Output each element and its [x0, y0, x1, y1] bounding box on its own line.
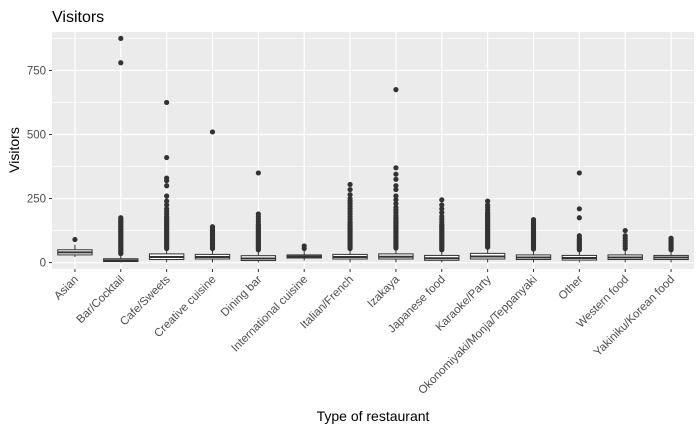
outlier-point: [347, 192, 353, 198]
outlier-point: [439, 213, 445, 220]
box-12: [561, 170, 598, 263]
outlier-point: [164, 154, 170, 161]
outlier-point: [439, 206, 445, 212]
y-tick-label: 500: [27, 129, 46, 141]
outlier-point: [439, 210, 445, 216]
outlier-point: [164, 99, 170, 106]
outlier-point: [485, 202, 491, 208]
y-tick-label: 0: [40, 258, 46, 270]
outlier-point: [255, 170, 261, 176]
box-6: [286, 243, 322, 261]
outlier-point: [393, 87, 399, 93]
outlier-point: [576, 170, 582, 176]
x-tick-label: Yakiniku/Korean food: [592, 274, 677, 359]
x-tick-label: International cuisine: [230, 274, 311, 355]
outlier-point: [209, 129, 216, 135]
box-10: [469, 198, 506, 263]
box-11: [515, 216, 552, 263]
outlier-point: [209, 224, 216, 230]
box-13: [607, 227, 643, 263]
outlier-point: [393, 186, 399, 193]
x-tick-label: Other: [557, 274, 586, 303]
chart-title: Visitors: [52, 9, 104, 26]
outlier-point: [347, 181, 353, 188]
box-2: [103, 35, 139, 263]
grid-lines: [52, 32, 694, 269]
outlier-point: [164, 202, 170, 208]
x-tick-label: Asian: [52, 274, 81, 303]
outlier-point: [439, 202, 445, 208]
outlier-point: [622, 227, 628, 234]
outlier-point: [164, 198, 170, 204]
y-tick-label: 750: [27, 65, 46, 77]
outlier-point: [164, 183, 170, 189]
box-14: [653, 235, 689, 263]
box-series: [57, 35, 689, 263]
y-axis-title: Visitors: [6, 127, 22, 173]
outlier-point: [393, 197, 399, 203]
outlier-point: [347, 186, 353, 193]
box-3: [148, 99, 185, 263]
outlier-point: [393, 176, 399, 182]
outlier-point: [393, 201, 399, 207]
outlier-point: [530, 216, 537, 223]
outlier-point: [439, 197, 445, 203]
outlier-point: [301, 243, 307, 249]
outlier-point: [164, 206, 170, 212]
box-8: [378, 87, 414, 263]
outlier-point: [118, 60, 124, 66]
outlier-point: [164, 175, 170, 181]
box-1: [57, 236, 93, 257]
x-tick-label: Izakaya: [366, 273, 403, 310]
box-9: [424, 197, 460, 263]
outlier-point: [576, 233, 582, 239]
outlier-point: [393, 204, 399, 211]
outlier-point: [118, 35, 124, 42]
outlier-point: [622, 233, 628, 239]
y-axis: 0 250 500 750: [27, 65, 52, 270]
outlier-point: [668, 235, 674, 241]
x-axis-title: Type of restaurant: [317, 408, 430, 424]
y-tick-label: 250: [27, 194, 46, 206]
outlier-point: [255, 211, 261, 217]
plot-panel: [52, 32, 694, 269]
outlier-point: [393, 171, 399, 177]
x-tick-label: Dining bar: [219, 274, 265, 320]
box-5: [240, 170, 277, 263]
outlier-point: [393, 165, 399, 171]
outlier-point: [393, 193, 399, 199]
outlier-point: [164, 193, 170, 199]
outlier-point: [118, 215, 124, 221]
outlier-point: [347, 195, 353, 202]
box-7: [332, 181, 368, 263]
outlier-point: [576, 206, 582, 212]
outlier-point: [72, 236, 78, 243]
outlier-point: [485, 198, 491, 204]
outlier-point: [576, 215, 582, 221]
box-4: [194, 129, 231, 263]
outlier-point: [393, 183, 399, 189]
